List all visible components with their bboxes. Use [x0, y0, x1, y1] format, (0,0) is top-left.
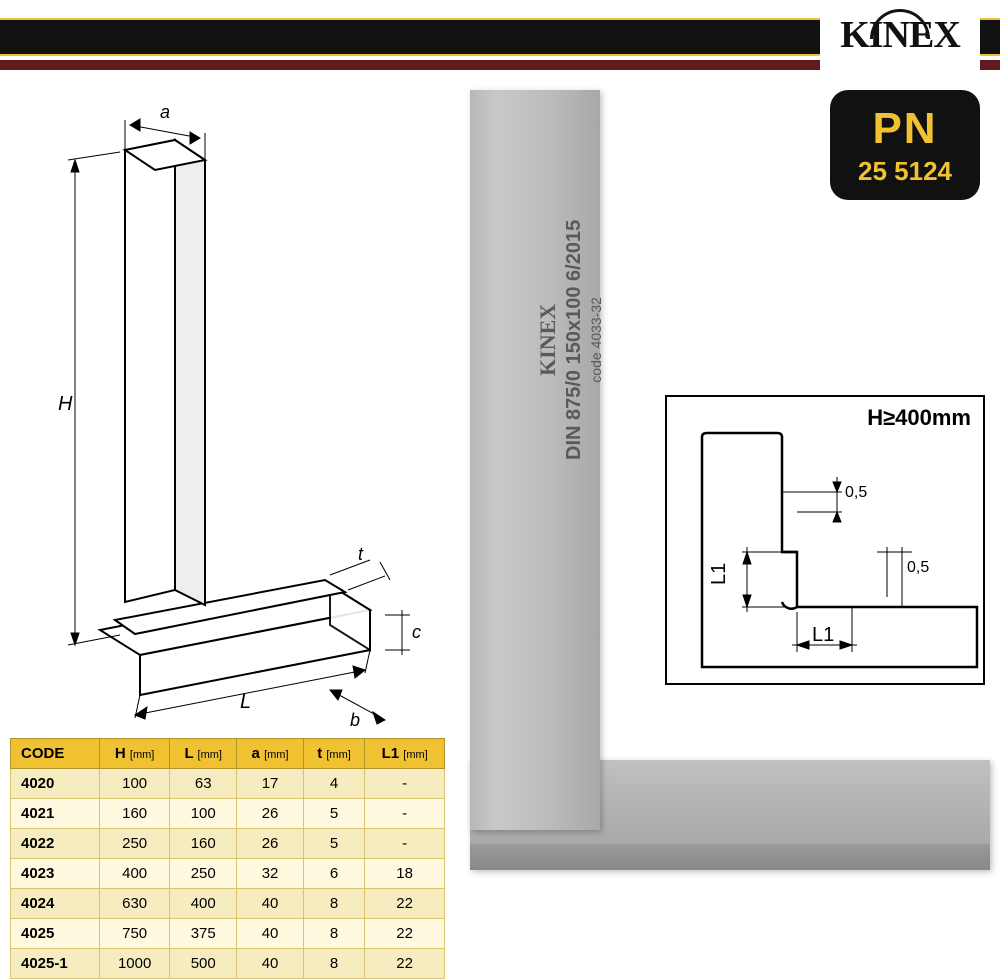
- dim-t: t: [358, 544, 364, 564]
- spec-table: CODE H [mm] L [mm] a [mm] t [mm] L1 [mm]…: [10, 738, 445, 979]
- dim-L: L: [240, 691, 251, 713]
- inset-gap2: 0,5: [907, 559, 929, 576]
- dim-b: b: [350, 710, 360, 730]
- table-row: 402340025032618: [11, 859, 445, 889]
- product-etching: KINEX DIN 875/0 150x100 6/2015 code 4033…: [535, 220, 604, 460]
- inset-L1-v: L1: [708, 563, 730, 585]
- brand-logo: KINEX: [820, 0, 980, 70]
- etch-code: code 4033-32: [588, 220, 604, 460]
- col-H: H [mm]: [100, 739, 170, 769]
- standard-badge-code: PN: [872, 104, 937, 154]
- inset-title: H≥400mm: [867, 405, 971, 431]
- col-t: t [mm]: [303, 739, 365, 769]
- table-row: 4021160100265-: [11, 799, 445, 829]
- standard-badge: PN 25 5124: [830, 90, 980, 200]
- steel-base-ledge: [470, 844, 990, 870]
- standard-badge-number: 25 5124: [858, 156, 952, 187]
- dim-H: H: [58, 393, 73, 415]
- brand-banner: KINEX: [0, 0, 1000, 70]
- spec-table-body: 402010063174- 4021160100265- 40222501602…: [11, 769, 445, 979]
- table-row: 402010063174-: [11, 769, 445, 799]
- etch-logo: KINEX: [535, 220, 561, 460]
- inset-gap1: 0,5: [845, 484, 867, 501]
- dim-c: c: [412, 622, 421, 642]
- table-row: 4022250160265-: [11, 829, 445, 859]
- col-L: L [mm]: [170, 739, 237, 769]
- col-code: CODE: [11, 739, 100, 769]
- dim-a: a: [160, 102, 170, 122]
- col-a: a [mm]: [237, 739, 303, 769]
- etch-spec: DIN 875/0 150x100 6/2015: [563, 220, 586, 460]
- steel-blade: KINEX DIN 875/0 150x100 6/2015 code 4033…: [470, 90, 600, 830]
- table-row: 402463040040822: [11, 889, 445, 919]
- table-row: 4025-1100050040822: [11, 949, 445, 979]
- inset-L1-h: L1: [812, 624, 834, 646]
- detail-inset: H≥400mm 0,5 0,5: [665, 395, 985, 685]
- table-row: 402575037540822: [11, 919, 445, 949]
- spec-table-header: CODE H [mm] L [mm] a [mm] t [mm] L1 [mm]: [11, 739, 445, 769]
- col-L1: L1 [mm]: [365, 739, 445, 769]
- technical-drawing: H a L t: [30, 90, 430, 730]
